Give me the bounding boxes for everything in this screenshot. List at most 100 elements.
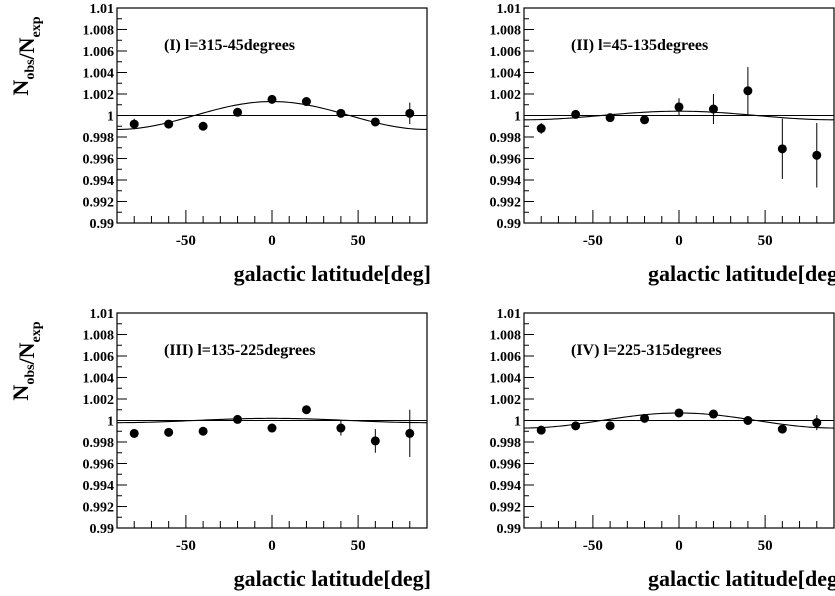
data-point [640,115,650,125]
y-tick-label: 0.994 [83,174,115,189]
x-tick-label: 0 [268,233,276,249]
data-point [164,119,174,129]
y-tick-label: 1.004 [83,67,115,82]
data-point [605,113,615,123]
chart-panel-1: 0.99 0.992 0.994 0.996 0.998 1 1.002 1.004 1.006… [8,2,431,286]
panel-label: (IV) l=225-315degrees [571,342,722,359]
x-axis-title: galactic latitude[deg] [234,261,431,286]
data-point [743,416,753,425]
y-tick-label: 0.998 [83,131,115,146]
y-tick-label: 0.992 [83,196,115,211]
chart-panel-3: 0.99 0.992 0.994 0.996 0.998 1 1.002 1.004 1.006… [8,307,431,591]
y-tick-label: 1.004 [490,67,522,82]
data-point [708,409,718,419]
data-point [233,107,243,117]
y-tick-label: 0.998 [83,436,115,451]
x-tick-label: -50 [176,538,196,554]
y-tick-label: 0.998 [490,436,522,451]
data-point [267,423,277,433]
y-tick-label: 1.008 [83,24,115,39]
y-tick-label: 0.99 [497,522,522,537]
data-point [198,121,208,131]
panel-label: (III) l=135-225degrees [164,342,315,359]
data-point [267,94,277,104]
x-tick-label: 50 [351,538,366,554]
y-tick-label: 0.996 [490,153,522,168]
data-point [198,426,208,436]
x-axis-title: galactic latitude[deg [648,566,835,591]
y-tick-label: 0.99 [90,522,115,537]
panel-label: (I) l=315-45degrees [164,37,295,54]
x-axis-title: galactic latitude[deg] [234,566,431,591]
data-point [777,424,787,434]
data-point [674,102,684,112]
data-point [336,423,346,433]
data-point [571,109,581,119]
y-tick-label: 0.996 [83,153,115,168]
data-point [812,150,822,160]
data-point [370,117,380,127]
y-tick-label: 1.008 [490,329,522,344]
data-point [129,119,139,129]
y-tick-label: 1 [514,415,521,430]
y-tick-label: 0.998 [490,131,522,146]
y-tick-label: 0.99 [90,217,115,232]
data-point [708,104,718,114]
data-point [301,97,311,107]
y-tick-label: 1 [514,110,521,125]
data-point [405,108,415,118]
data-point [640,413,650,423]
y-axis-title: Nobs/Nexp [8,321,44,400]
y-tick-label: 0.996 [83,458,115,473]
x-tick-label: -50 [176,233,196,249]
data-point [571,421,581,431]
x-tick-label: 50 [351,233,366,249]
y-tick-label: 1.006 [83,45,115,60]
data-point [743,86,753,96]
x-tick-label: 0 [675,233,683,249]
data-point [674,408,684,418]
y-tick-label: 0.994 [490,174,522,189]
y-tick-label: 1.01 [90,2,115,17]
y-tick-label: 1.002 [83,88,115,103]
chart-panel-2: 0.99 0.992 0.994 0.996 0.998 1 1.002 1.004 1.006… [490,2,835,286]
data-point [164,427,174,437]
data-point [777,144,787,154]
y-tick-label: 0.992 [490,196,522,211]
data-point [233,414,243,424]
x-tick-label: -50 [583,538,603,554]
data-point [536,123,546,133]
y-tick-label: 0.992 [83,501,115,516]
x-axis-title: galactic latitude[deg [648,261,835,286]
y-tick-label: 1.004 [83,372,115,387]
data-point [301,405,311,415]
y-tick-label: 1.002 [83,393,115,408]
x-tick-label: 0 [675,538,683,554]
y-axis-title: Nobs/Nexp [8,16,44,95]
y-tick-label: 1.006 [83,350,115,365]
fit-curve [117,417,427,424]
y-tick-label: 1.008 [490,24,522,39]
data-point [405,428,415,438]
data-point [536,425,546,435]
panel-label: (II) l=45-135degrees [571,37,708,54]
x-tick-label: 50 [758,538,773,554]
y-tick-label: 1.01 [90,307,115,322]
x-tick-label: -50 [583,233,603,249]
y-tick-label: 1.004 [490,372,522,387]
y-tick-label: 0.994 [83,479,115,494]
y-tick-label: 0.99 [497,217,522,232]
x-tick-label: 50 [758,233,773,249]
data-point [129,428,139,438]
data-point [370,436,380,446]
y-tick-label: 1.002 [490,88,522,103]
y-tick-label: 1.002 [490,393,522,408]
y-tick-label: 0.996 [490,458,522,473]
chart-panel-4: 0.99 0.992 0.994 0.996 0.998 1 1.002 1.004 1.006… [490,307,835,591]
y-tick-label: 1.006 [490,350,522,365]
y-tick-label: 1.01 [497,2,522,17]
y-tick-label: 1.01 [497,307,522,322]
y-tick-label: 1 [107,415,114,430]
y-tick-label: 1.008 [83,329,115,344]
